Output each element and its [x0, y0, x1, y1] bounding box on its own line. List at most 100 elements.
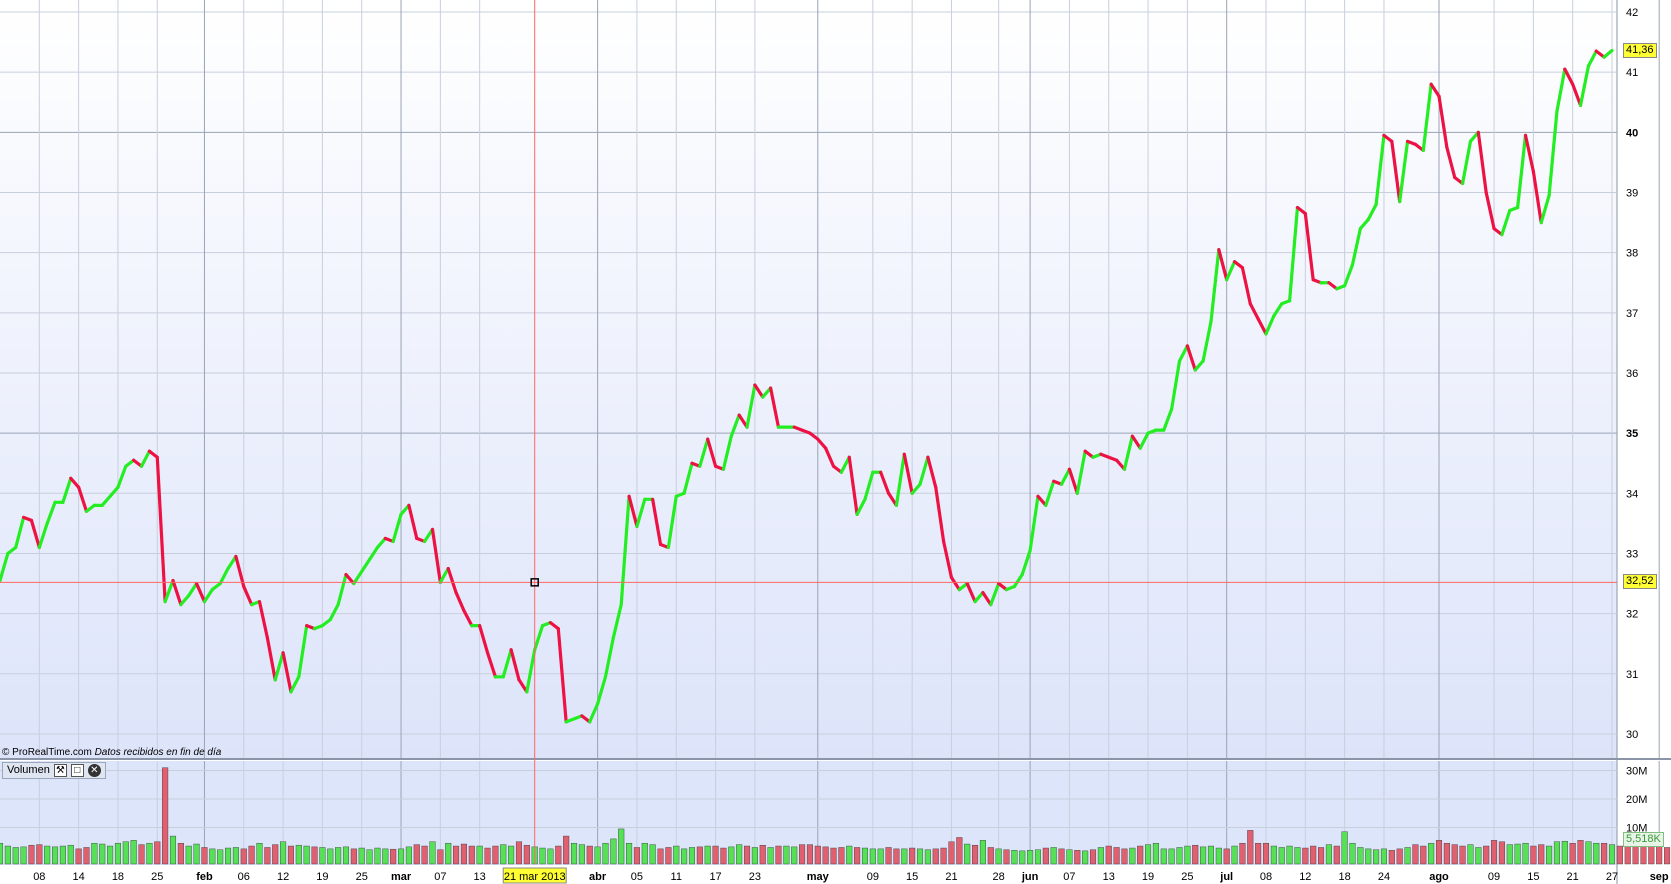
volume-bar [232, 847, 239, 865]
volume-bar [421, 845, 428, 865]
wrench-icon[interactable]: ⚒ [53, 764, 67, 777]
volume-bar [1160, 848, 1167, 865]
last-price-badge: 41,36 [1623, 42, 1657, 58]
price-segment [478, 624, 490, 655]
price-tick-label: 38 [1626, 248, 1638, 260]
volume-bar [1357, 847, 1364, 865]
volume-bar [382, 848, 389, 865]
price-segment [391, 512, 403, 544]
date-tick-label: 13 [1103, 871, 1115, 883]
volume-bar [1027, 850, 1034, 865]
volume-bar [130, 840, 137, 865]
volume-bar [28, 844, 35, 865]
volume-bar [854, 847, 861, 865]
price-segment [202, 587, 214, 604]
price-segment [0, 551, 10, 583]
price-segment [627, 494, 639, 528]
price-tick-label: 30 [1626, 729, 1638, 741]
price-segment [1217, 248, 1229, 282]
price-segment [1500, 208, 1512, 237]
volume-bar [657, 848, 664, 865]
price-segment [289, 675, 301, 694]
price-segment [651, 497, 663, 547]
volume-bar [20, 846, 27, 865]
price-segment [124, 458, 136, 468]
volume-y-axis: 10M 20M 30M [1626, 766, 1647, 835]
volume-bar [1318, 847, 1325, 865]
price-segment [1201, 320, 1213, 363]
volume-bar [1137, 845, 1144, 865]
price-y-axis: 30 31 32 33 34 35 36 37 38 39 40 41 42 [1626, 7, 1638, 741]
price-segment [1059, 467, 1072, 486]
price-tick-label: 35 [1626, 428, 1638, 440]
volume-panel-header: Volumen ⚒ □ ✕ [2, 762, 106, 779]
price-segment [839, 455, 851, 474]
volume-bar [885, 847, 892, 865]
volume-bar [1074, 850, 1081, 865]
volume-bar [1608, 844, 1616, 865]
volume-bar [44, 845, 51, 865]
volume-bar [1082, 850, 1089, 865]
volume-bar [146, 842, 153, 865]
price-segment [360, 557, 372, 574]
price-segment [1287, 205, 1300, 303]
volume-bar [1569, 842, 1576, 865]
price-segment [328, 603, 340, 622]
price-segment [918, 455, 930, 486]
price-segment [1122, 434, 1134, 471]
window-icon[interactable]: □ [70, 764, 84, 777]
volume-bar [1656, 845, 1663, 865]
date-tick-label: 25 [1181, 871, 1193, 883]
price-segment [1327, 281, 1339, 291]
volume-bar [1247, 830, 1254, 865]
price-gridlines [0, 0, 1660, 864]
price-segment [1067, 467, 1079, 495]
volume-bar [775, 845, 782, 865]
price-segment [1193, 359, 1205, 372]
price-segment [1390, 139, 1402, 204]
volume-bar [1255, 842, 1262, 865]
volume-bar [893, 848, 900, 865]
price-segment [745, 383, 757, 429]
volume-bar [979, 840, 986, 865]
volume-bar [1616, 845, 1623, 865]
volume-bar [799, 844, 806, 865]
price-segment [635, 497, 647, 528]
volume-bar [1003, 849, 1010, 865]
price-line-series [0, 48, 1614, 724]
volume-bar [641, 842, 648, 865]
volume-bar [122, 841, 129, 865]
volume-bar [830, 847, 837, 865]
price-segment [501, 648, 513, 679]
price-segment [517, 678, 529, 694]
price-segment [1240, 266, 1252, 306]
price-segment [1539, 193, 1551, 225]
date-tick-label: mar [391, 871, 412, 883]
volume-bar [83, 847, 90, 865]
date-tick-label: 23 [749, 871, 761, 883]
price-segment [1012, 572, 1024, 589]
volume-panel-title: Volumen [7, 764, 50, 776]
volume-bar [1341, 831, 1348, 865]
volume-bar [806, 844, 813, 865]
volume-bar [311, 846, 318, 865]
price-segment [729, 413, 741, 438]
price-segment [1162, 407, 1174, 432]
price-segment [808, 431, 820, 441]
price-segment [187, 581, 199, 598]
volume-bar [1223, 848, 1230, 865]
volume-bar [1278, 847, 1285, 865]
volume-bar [201, 847, 208, 865]
volume-bar [1042, 847, 1049, 865]
close-icon[interactable]: ✕ [87, 764, 101, 777]
volume-bar [972, 844, 979, 865]
volume-bar [217, 849, 224, 865]
volume-bar [1538, 844, 1545, 865]
price-tick-label: 41 [1626, 67, 1638, 79]
volume-bar [1483, 845, 1490, 865]
volume-bar [995, 848, 1002, 865]
volume-bar [413, 844, 420, 865]
price-segment [863, 470, 875, 501]
volume-bar [358, 847, 365, 865]
price-segment [336, 572, 348, 607]
